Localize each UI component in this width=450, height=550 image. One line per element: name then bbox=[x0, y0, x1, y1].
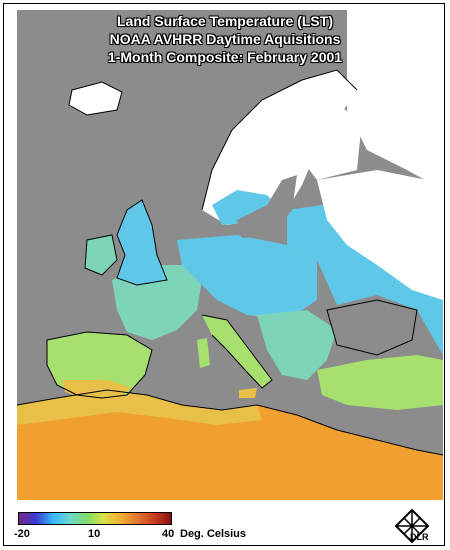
figure-frame bbox=[3, 3, 445, 546]
map-title-block: Land Surface Temperature (LST) NOAA AVHR… bbox=[0, 12, 450, 66]
ireland-land bbox=[85, 235, 117, 275]
coastline-black-sea bbox=[326, 299, 418, 356]
italy-land bbox=[202, 315, 272, 388]
scandinavia-land bbox=[202, 70, 357, 225]
central-europe-land bbox=[177, 235, 317, 320]
black-sea bbox=[327, 300, 417, 355]
north-africa-coast-warm bbox=[17, 390, 262, 425]
north-africa-land bbox=[17, 390, 443, 500]
baltic-sea bbox=[237, 175, 297, 238]
great-britain-land bbox=[117, 200, 167, 285]
iceland-land bbox=[69, 82, 122, 115]
coastline-north-africa bbox=[17, 389, 443, 456]
legend-min-label: -20 bbox=[14, 528, 30, 540]
lst-map bbox=[17, 10, 443, 500]
temperature-color-scale bbox=[18, 512, 172, 525]
finland-land bbox=[297, 105, 362, 180]
legend-unit-label: Deg. Celsius bbox=[180, 528, 247, 540]
coastline-iberia bbox=[46, 331, 153, 399]
turkey-land bbox=[317, 355, 443, 410]
coastline-iceland bbox=[68, 81, 123, 116]
dlr-logo-text: DLR bbox=[410, 532, 429, 542]
dlr-logo-icon bbox=[394, 508, 430, 544]
corsica-sardinia bbox=[197, 338, 210, 368]
coastline-scandinavia bbox=[201, 69, 358, 211]
ne-corner-snow bbox=[347, 10, 443, 190]
title-line-3: 1-Month Composite: February 2001 bbox=[107, 49, 343, 65]
legend-mid-label: 10 bbox=[88, 528, 101, 540]
coastline-britain bbox=[116, 199, 168, 286]
coastline-italy bbox=[201, 314, 273, 389]
coastline-ireland bbox=[84, 234, 118, 276]
title-line-2: NOAA AVHRR Daytime Aquisitions bbox=[109, 31, 341, 47]
legend-max-label: 40 bbox=[162, 528, 175, 540]
balkans-land bbox=[257, 310, 337, 380]
sicily-land bbox=[239, 388, 257, 398]
eastern-snow-cover bbox=[317, 170, 443, 300]
title-line-1: Land Surface Temperature (LST) bbox=[116, 13, 333, 29]
